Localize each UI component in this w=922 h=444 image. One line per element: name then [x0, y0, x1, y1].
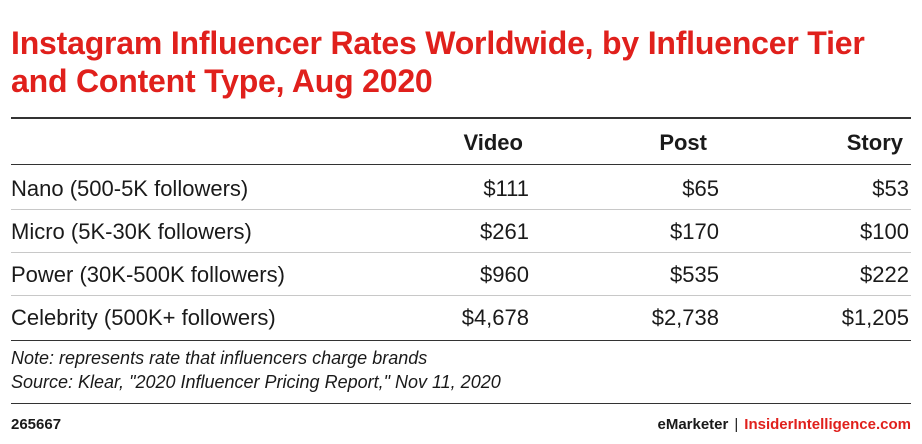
- cell-video: $4,678: [461, 305, 529, 330]
- footer-rule: [11, 403, 911, 404]
- cell-post: $170: [670, 219, 719, 244]
- cell-video: $960: [480, 262, 529, 287]
- chart-source: Source: Klear, "2020 Influencer Pricing …: [11, 372, 501, 392]
- table-row: Power (30K-500K followers) $960 $535 $22…: [11, 253, 911, 296]
- cell-post: $535: [670, 262, 719, 287]
- table-row: Micro (5K-30K followers) $261 $170 $100: [11, 210, 911, 253]
- row-divider: [11, 209, 911, 210]
- brand-insider-intelligence: InsiderIntelligence.com: [744, 416, 911, 433]
- table-row: Celebrity (500K+ followers) $4,678 $2,73…: [11, 296, 911, 339]
- cell-story: $100: [860, 219, 909, 244]
- row-label: Nano (500-5K followers): [11, 176, 249, 201]
- row-divider: [11, 295, 911, 296]
- cell-story: $222: [860, 262, 909, 287]
- header-rule: [11, 164, 911, 165]
- table-row: Nano (500-5K followers) $111 $65 $53: [11, 167, 911, 210]
- chart-note: Note: represents rate that influencers c…: [11, 348, 428, 368]
- brand-separator: |: [734, 416, 739, 433]
- row-label: Micro (5K-30K followers): [11, 219, 252, 244]
- table-bottom-rule: [11, 340, 911, 341]
- footer-brand: eMarketer | InsiderIntelligence.com: [657, 416, 911, 434]
- column-header-post: Post: [659, 130, 707, 155]
- top-rule: [11, 117, 911, 119]
- cell-story: $1,205: [841, 305, 909, 330]
- cell-video: $261: [480, 219, 529, 244]
- row-label: Celebrity (500K+ followers): [11, 305, 276, 330]
- column-header-story: Story: [846, 130, 903, 155]
- table-header: Video Post Story: [11, 128, 911, 160]
- chart-title: Instagram Influencer Rates Worldwide, by…: [11, 25, 865, 99]
- row-label: Power (30K-500K followers): [11, 262, 285, 287]
- cell-video: $111: [483, 176, 529, 201]
- cell-post: $2,738: [651, 305, 719, 330]
- cell-story: $53: [872, 176, 909, 201]
- row-divider: [11, 252, 911, 253]
- cell-post: $65: [682, 176, 719, 201]
- brand-emarketer: eMarketer: [657, 416, 729, 433]
- chart-id: 265667: [11, 416, 62, 433]
- column-header-video: Video: [463, 130, 523, 155]
